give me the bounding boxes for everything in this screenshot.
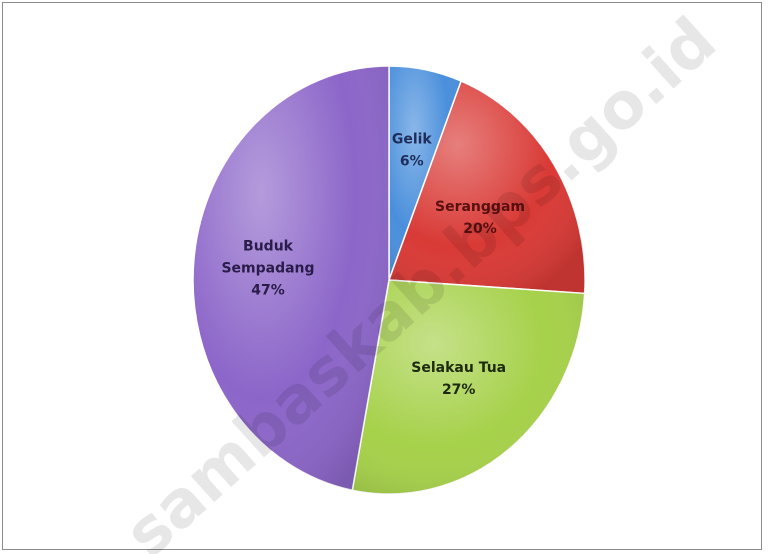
pie-label-line: 47% — [251, 283, 285, 299]
pie-label-line: Gelik — [392, 132, 433, 148]
pie-label-line: Seranggam — [435, 199, 525, 215]
pie-label-line: Sempadang — [221, 261, 314, 277]
pie-labels: Gelik 6% Seranggam 20% Selakau Tua 27% Buduk Se… — [221, 132, 525, 398]
pie-label-line: Selakau Tua — [411, 360, 506, 376]
pie-label-buduk-sempadang: Buduk Sempadang 47% — [221, 239, 314, 299]
pie-slice-shading-seranggam — [389, 81, 585, 294]
pie-slice-shading-gelik — [389, 66, 462, 280]
pie-slice-shading-buduk-sempadang — [193, 66, 389, 491]
pie-label-seranggam: Seranggam 20% — [435, 199, 525, 237]
pie-label-line: Buduk — [243, 239, 294, 255]
pie-label-gelik: Gelik 6% — [392, 132, 433, 170]
pie-label-selakau-tua: Selakau Tua 27% — [411, 360, 506, 398]
pie-label-line: 27% — [442, 382, 476, 398]
pie-slices — [192, 65, 586, 495]
pie-label-line: 20% — [463, 221, 497, 237]
pie-label-line: 6% — [400, 154, 424, 170]
pie-slice-shading-selakau-tua — [352, 280, 585, 494]
